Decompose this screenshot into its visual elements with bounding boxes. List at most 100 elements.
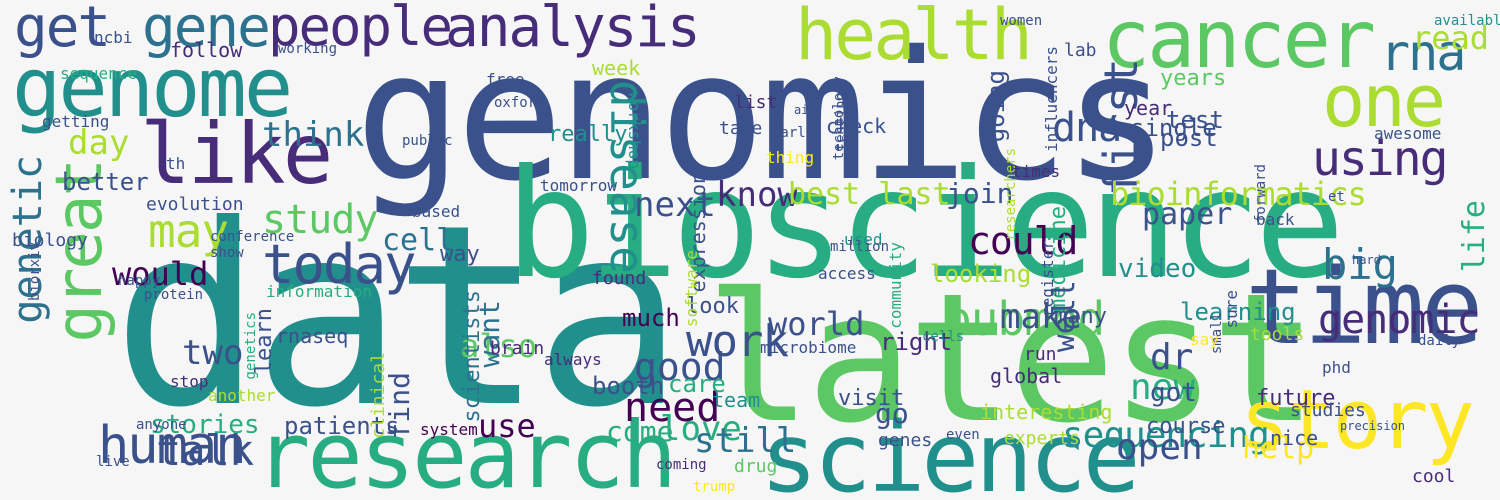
word: latest — [705, 255, 1318, 462]
word: cell — [382, 223, 455, 258]
word: et — [1328, 189, 1345, 205]
word: use — [478, 407, 536, 445]
word: know — [716, 175, 798, 215]
word: one — [1322, 59, 1446, 143]
word: visit — [838, 386, 905, 411]
word: precision — [1340, 419, 1406, 433]
word: oxford — [494, 95, 545, 111]
word: patients — [284, 412, 400, 440]
word: look — [686, 294, 739, 319]
word: working — [278, 41, 338, 57]
word: getting — [42, 112, 110, 131]
word: check — [826, 114, 887, 138]
word: nice — [1270, 426, 1319, 450]
word: big — [1322, 240, 1398, 289]
word: really — [548, 122, 628, 147]
word: conference — [210, 229, 295, 245]
word: information — [266, 282, 372, 301]
word: thing — [766, 148, 815, 167]
word: post — [1160, 124, 1218, 152]
word: single — [1130, 114, 1217, 142]
word: dna — [1052, 105, 1122, 151]
word: booth — [592, 372, 665, 400]
word: week — [592, 56, 641, 80]
word: much — [622, 304, 680, 332]
word: available — [1434, 13, 1500, 29]
word: based — [412, 202, 461, 221]
word: research — [255, 402, 677, 500]
word: going — [982, 70, 1010, 143]
word: another — [208, 386, 276, 405]
word: drug — [734, 456, 778, 477]
word: stories — [150, 410, 260, 440]
word: genome — [12, 41, 293, 136]
word: biology — [12, 230, 88, 251]
word: better — [62, 168, 149, 196]
word: got — [1150, 378, 1197, 408]
word: would — [112, 255, 209, 293]
word: care — [668, 370, 726, 398]
word: coming — [656, 457, 707, 473]
word: workshop — [625, 92, 644, 170]
word: evolution — [146, 194, 244, 215]
word: found — [592, 268, 647, 289]
word: ncbi — [94, 28, 133, 47]
word: software — [682, 250, 701, 328]
word: world — [768, 305, 865, 343]
word: bioinformatics — [1110, 175, 1367, 213]
word: need — [624, 385, 721, 431]
word: like — [140, 105, 333, 203]
word: read — [1412, 19, 1490, 57]
word: data — [112, 171, 684, 462]
word: even — [946, 427, 980, 443]
word: th — [166, 154, 186, 173]
word: clinical — [368, 352, 389, 439]
word: run — [1024, 344, 1057, 365]
word: health — [795, 0, 1033, 76]
word: cool — [1412, 466, 1456, 487]
word: next — [634, 185, 716, 225]
word: two — [182, 333, 244, 373]
word: million — [830, 239, 890, 255]
word: list — [734, 92, 778, 113]
word: year — [1124, 96, 1173, 120]
word: system — [420, 420, 478, 439]
word: protein — [144, 287, 204, 303]
word: ai — [794, 103, 809, 117]
word: looking — [930, 260, 1032, 288]
word: science — [760, 402, 1141, 500]
word: still — [694, 421, 797, 461]
word: stop — [170, 372, 209, 391]
word: happy — [118, 273, 161, 289]
word: say — [1190, 330, 1219, 349]
word: genes — [878, 430, 933, 451]
word: lab — [1064, 40, 1097, 61]
word: experts — [1004, 428, 1080, 449]
word: interesting — [980, 400, 1113, 424]
word: genetics — [243, 312, 259, 380]
word: cancer — [1102, 0, 1376, 86]
word: genomics — [355, 13, 1170, 220]
word: best last — [788, 177, 951, 212]
word: help — [1242, 431, 1315, 466]
word: early — [772, 125, 815, 141]
word: may — [148, 204, 229, 258]
word: phd — [1322, 358, 1351, 377]
word: sequence — [60, 64, 138, 83]
word: microbiome — [760, 338, 857, 357]
word: time — [1245, 246, 1483, 368]
word: studies — [1290, 400, 1366, 421]
word: tools — [1250, 324, 1305, 345]
word: could — [968, 219, 1078, 263]
word: sure — [1222, 290, 1241, 329]
word: using — [1312, 131, 1448, 187]
word: get — [14, 0, 111, 60]
word: today — [262, 233, 417, 296]
word: talk — [156, 426, 254, 475]
word: study — [262, 197, 378, 243]
word: team — [712, 388, 761, 412]
word: open — [1116, 427, 1203, 468]
word: hard — [1352, 253, 1381, 267]
word: think — [262, 115, 365, 155]
word: learning — [1180, 298, 1296, 326]
